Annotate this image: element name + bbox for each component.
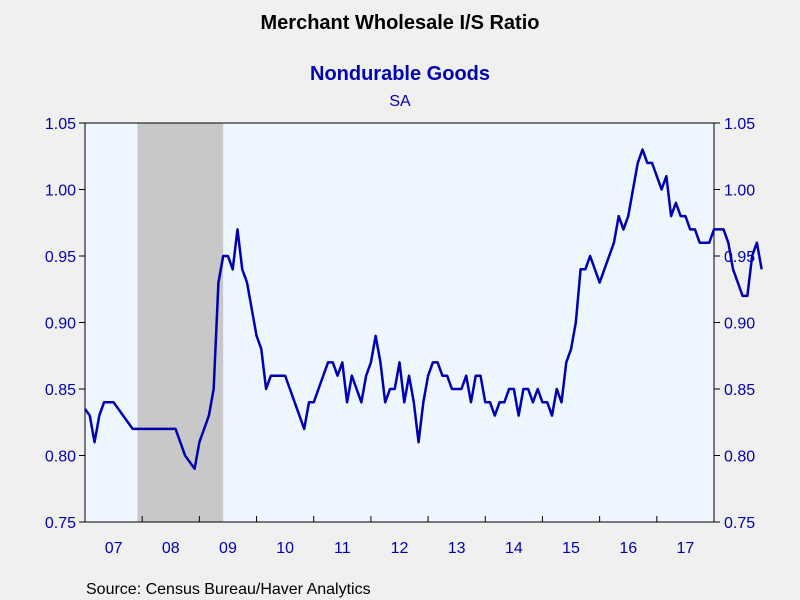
chart-subtitle: Nondurable Goods	[310, 63, 490, 85]
x-tick-label: 09	[219, 540, 237, 557]
x-tick-label: 11	[334, 540, 351, 557]
y-tick-label-left: 0.95	[45, 249, 76, 266]
x-tick-label: 13	[448, 540, 466, 557]
x-tick-label: 08	[162, 540, 180, 557]
x-tick-label: 17	[677, 540, 695, 557]
y-tick-label-right: 0.85	[724, 382, 755, 399]
recession-shading	[137, 123, 224, 522]
y-tick-label-right: 0.80	[724, 449, 755, 466]
x-tick-label: 14	[505, 540, 523, 557]
y-tick-label-left: 1.05	[45, 116, 76, 133]
series-line-nondurable-goods	[83, 148, 763, 471]
y-tick-label-left: 1.00	[45, 183, 76, 200]
y-tick-label-left: 0.90	[45, 316, 76, 333]
x-tick-label: 07	[105, 540, 123, 557]
y-tick-label-right: 1.00	[724, 183, 755, 200]
x-tick-label: 10	[276, 540, 294, 557]
y-tick-label-right: 1.05	[724, 116, 755, 133]
x-tick-label: 12	[391, 540, 409, 557]
chart-title: Merchant Wholesale I/S Ratio	[261, 12, 540, 34]
y-tick-label-left: 0.75	[45, 515, 76, 532]
y-tick-label-right: 0.75	[724, 515, 755, 532]
x-tick-label: 15	[562, 540, 580, 557]
y-tick-label-right: 0.90	[724, 316, 755, 333]
source-note: Source: Census Bureau/Haver Analytics	[86, 581, 371, 598]
plot-area: 1.05 1.051.00 1.000.95 0.950.90 0.900.85 0.85…	[45, 116, 763, 557]
chart-subtitle-sa: SA	[389, 93, 411, 110]
x-tick-label: 16	[619, 540, 637, 557]
y-tick-label-left: 0.80	[45, 449, 76, 466]
y-tick-label-left: 0.85	[45, 382, 76, 399]
